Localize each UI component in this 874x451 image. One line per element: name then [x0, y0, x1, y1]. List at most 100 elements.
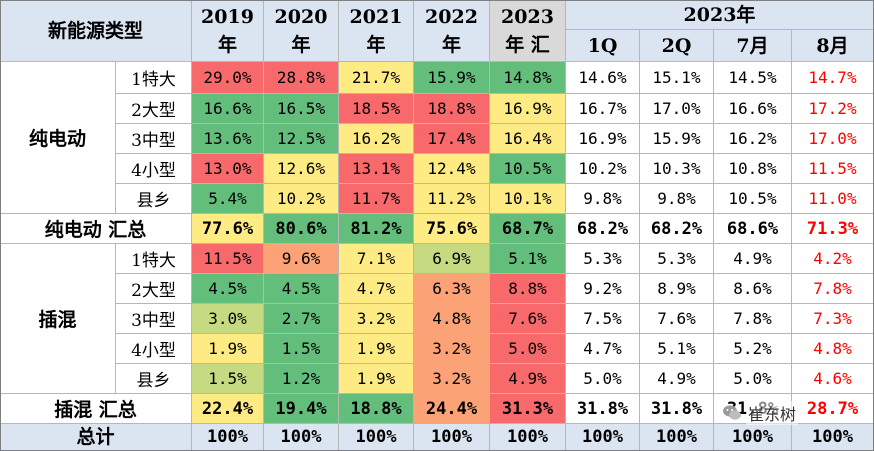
year-label: 2020	[274, 5, 328, 28]
data-cell: 5.3%	[566, 244, 640, 274]
data-cell: 7.3%	[792, 304, 874, 334]
total-label: 总计	[0, 424, 192, 451]
data-cell: 18.8%	[414, 94, 490, 124]
data-cell: 10.2%	[566, 154, 640, 184]
data-cell: 17.0%	[792, 124, 874, 154]
data-cell: 10.3%	[640, 154, 714, 184]
data-cell: 1.9%	[192, 334, 264, 364]
group-label: 插混	[0, 244, 116, 394]
row-label: 3中型	[116, 124, 192, 154]
column-header-period: 2Q	[640, 30, 714, 62]
data-cell: 11.5%	[192, 244, 264, 274]
year-label: 2022	[425, 5, 478, 28]
summary-cell: 68.2%	[640, 214, 714, 244]
summary-label: 插混 汇总	[0, 394, 192, 424]
data-cell: 12.4%	[414, 154, 490, 184]
data-cell: 3.2%	[414, 364, 490, 394]
data-cell: 16.4%	[490, 124, 566, 154]
data-cell: 5.0%	[490, 334, 566, 364]
column-header-period: 7月	[714, 30, 792, 62]
data-cell: 16.6%	[192, 94, 264, 124]
summary-cell: 19.4%	[264, 394, 339, 424]
summary-cell: 71.3%	[792, 214, 874, 244]
data-cell: 3.0%	[192, 304, 264, 334]
data-cell: 17.2%	[792, 94, 874, 124]
data-cell: 14.7%	[792, 62, 874, 94]
column-header-2023-group: 2023年	[566, 0, 874, 30]
data-cell: 16.2%	[339, 124, 414, 154]
data-cell: 1.5%	[264, 334, 339, 364]
data-cell: 11.0%	[792, 184, 874, 214]
data-cell: 10.5%	[490, 154, 566, 184]
data-cell: 5.2%	[714, 334, 792, 364]
summary-cell: 22.4%	[192, 394, 264, 424]
summary-cell: 31.8%	[566, 394, 640, 424]
data-cell: 16.2%	[714, 124, 792, 154]
year-suffix: 年	[217, 33, 237, 56]
data-cell: 2.7%	[264, 304, 339, 334]
data-cell: 5.1%	[640, 334, 714, 364]
data-cell: 7.1%	[339, 244, 414, 274]
data-cell: 16.6%	[714, 94, 792, 124]
data-cell: 6.9%	[414, 244, 490, 274]
data-cell: 7.8%	[792, 274, 874, 304]
data-cell: 4.6%	[792, 364, 874, 394]
data-cell: 4.8%	[414, 304, 490, 334]
data-cell: 13.0%	[192, 154, 264, 184]
summary-label: 纯电动 汇总	[0, 214, 192, 244]
year-suffix: 年	[441, 33, 461, 56]
row-label: 4小型	[116, 154, 192, 184]
data-cell: 17.4%	[414, 124, 490, 154]
data-cell: 4.8%	[792, 334, 874, 364]
total-cell: 100%	[566, 424, 640, 451]
row-label: 1特大	[116, 244, 192, 274]
summary-cell: 80.6%	[264, 214, 339, 244]
data-cell: 9.2%	[566, 274, 640, 304]
data-cell: 3.2%	[339, 304, 414, 334]
row-label: 1特大	[116, 62, 192, 94]
data-cell: 4.5%	[264, 274, 339, 304]
data-cell: 5.1%	[490, 244, 566, 274]
data-cell: 9.8%	[566, 184, 640, 214]
data-cell: 17.0%	[640, 94, 714, 124]
data-cell: 3.2%	[414, 334, 490, 364]
summary-cell: 28.7%	[792, 394, 874, 424]
row-label: 县乡	[116, 184, 192, 214]
year-suffix: 年	[366, 33, 386, 56]
row-label: 2大型	[116, 94, 192, 124]
data-cell: 5.0%	[714, 364, 792, 394]
data-cell: 13.6%	[192, 124, 264, 154]
year-label: 2019	[201, 5, 254, 28]
summary-cell: 68.2%	[566, 214, 640, 244]
data-cell: 11.5%	[792, 154, 874, 184]
data-cell: 4.5%	[192, 274, 264, 304]
data-cell: 14.8%	[490, 62, 566, 94]
data-cell: 14.6%	[566, 62, 640, 94]
wechat-icon	[723, 405, 741, 420]
year-label: 2021	[349, 5, 403, 28]
column-header-year-2022: 2022 年	[414, 0, 490, 62]
summary-cell: 18.8%	[339, 394, 414, 424]
data-cell: 7.5%	[566, 304, 640, 334]
data-cell: 5.3%	[640, 244, 714, 274]
row-label: 4小型	[116, 334, 192, 364]
data-cell: 4.9%	[714, 244, 792, 274]
data-cell: 4.2%	[792, 244, 874, 274]
data-cell: 4.7%	[339, 274, 414, 304]
summary-cell: 81.2%	[339, 214, 414, 244]
data-cell: 29.0%	[192, 62, 264, 94]
watermark-text: 崔东树	[746, 401, 799, 425]
data-cell: 7.6%	[640, 304, 714, 334]
total-cell: 100%	[264, 424, 339, 451]
data-cell: 12.5%	[264, 124, 339, 154]
total-cell: 100%	[339, 424, 414, 451]
data-cell: 9.8%	[640, 184, 714, 214]
column-header-year-2020: 2020 年	[264, 0, 339, 62]
summary-cell: 77.6%	[192, 214, 264, 244]
data-cell: 1.9%	[339, 364, 414, 394]
data-cell: 1.5%	[192, 364, 264, 394]
data-cell: 11.7%	[339, 184, 414, 214]
data-cell: 8.8%	[490, 274, 566, 304]
total-cell: 100%	[792, 424, 874, 451]
data-cell: 4.9%	[490, 364, 566, 394]
